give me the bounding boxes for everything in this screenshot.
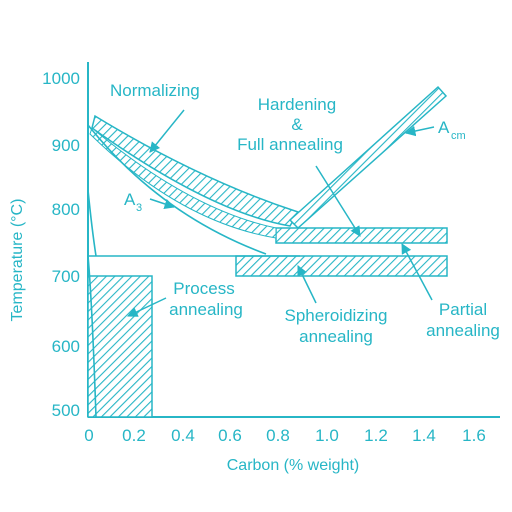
x-tick-label: 0.4 [171,426,195,445]
y-tick-label: 800 [52,200,80,219]
partial-annealing-label-1: Partial [439,300,487,319]
spheroidizing-label-2: annealing [299,327,373,346]
normalizing-label: Normalizing [110,81,200,100]
y-ticks: 1000 900 800 700 600 500 [42,69,80,420]
acm-subscript: cm [451,130,466,142]
acm-band [288,85,448,230]
x-tick-label: 1.0 [315,426,339,445]
y-tick-label: 700 [52,267,80,286]
acm-label: A [438,118,450,137]
y-tick-label: 500 [52,401,80,420]
a3-label: A [124,190,136,209]
x-axis-title: Carbon (% weight) [227,457,360,474]
acm-leader [404,125,435,137]
process-annealing-leader [127,297,167,317]
hardening-label-1: Hardening [258,95,336,114]
spheroidizing-region [235,255,448,277]
process-annealing-label-1: Process [173,279,234,298]
x-tick-label: 1.2 [364,426,388,445]
x-tick-label: 0.2 [122,426,146,445]
y-tick-label: 1000 [42,69,80,88]
hardening-label-2: & [291,115,303,134]
y-tick-label: 600 [52,337,80,356]
a3-leader [149,198,175,209]
x-tick-label: 0 [84,426,93,445]
spheroidizing-label-1: Spheroidizing [284,306,387,325]
x-ticks: 0 0.2 0.4 0.6 0.8 1.0 1.2 1.4 1.6 [84,426,486,445]
hardening-label-3: Full annealing [237,135,343,154]
hardening-region [275,227,448,244]
y-tick-label: 900 [52,136,80,155]
partial-annealing-leader [401,243,433,301]
alpha-boundary [87,189,97,257]
process-annealing-label-2: annealing [169,300,243,319]
x-tick-label: 0.8 [266,426,290,445]
normalizing-leader [149,109,185,153]
y-axis-title: Temperature (°C) [9,199,26,322]
spheroidizing-leader [297,265,317,304]
solubility-line [87,255,97,418]
hardening-leader [315,165,361,237]
full-annealing-band [89,127,277,239]
x-tick-label: 1.6 [462,426,486,445]
process-annealing-region [87,275,153,418]
partial-annealing-label-2: annealing [426,321,500,340]
x-tick-label: 0.6 [218,426,242,445]
x-tick-label: 1.4 [412,426,436,445]
a3-subscript: 3 [136,202,142,214]
